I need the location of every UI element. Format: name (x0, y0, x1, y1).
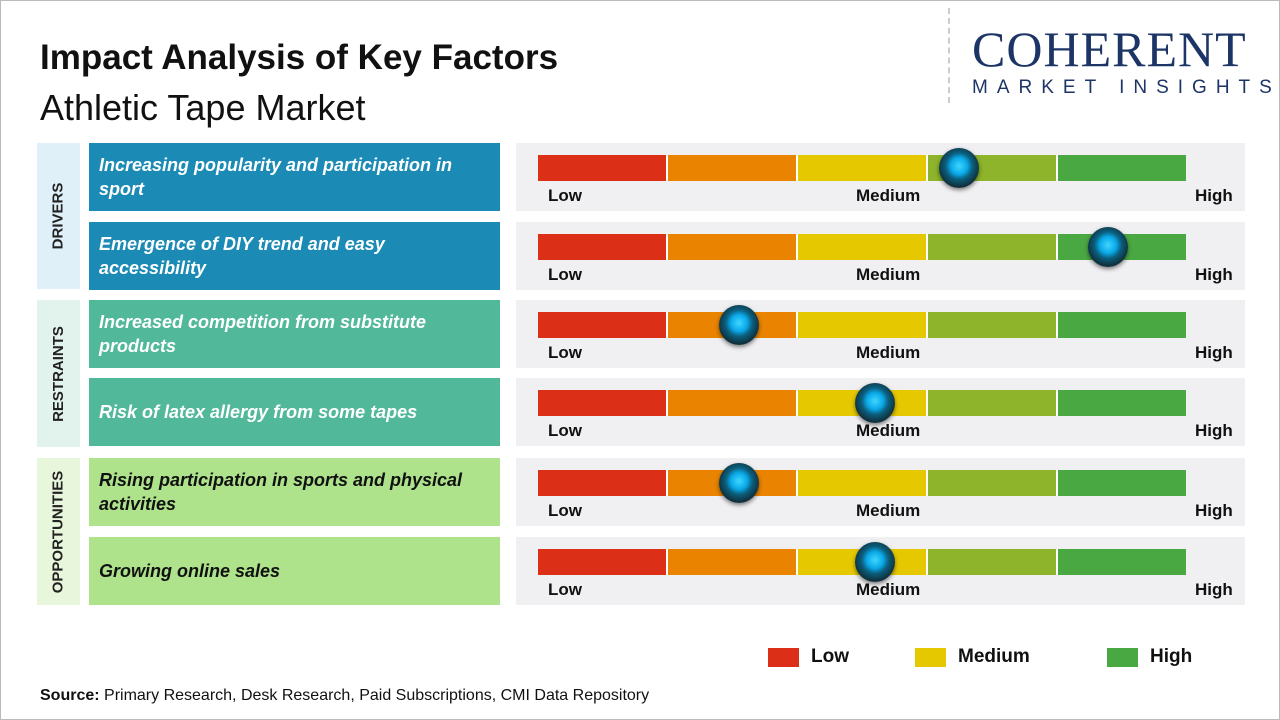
bar-segment (798, 470, 928, 496)
bar-segment (538, 470, 668, 496)
legend-label: Medium (958, 646, 1030, 667)
scale-high: High (1195, 343, 1233, 362)
category-opportunities: OPPORTUNITIES (37, 458, 80, 605)
category-label: RESTRAINTS (49, 325, 67, 422)
scale-medium: Medium (856, 501, 921, 520)
scale-high: High (1195, 501, 1233, 520)
bar-segment (798, 312, 928, 338)
bar-segment (928, 234, 1058, 260)
impact-gauge: Low Medium High (516, 458, 1245, 526)
category-label: OPPORTUNITIES (49, 470, 67, 593)
factor-label: Risk of latex allergy from some tapes (89, 378, 500, 446)
impact-marker (854, 383, 895, 423)
impact-gauge: Low Medium High (516, 222, 1245, 290)
impact-gauge: Low Medium High (516, 300, 1245, 368)
bar-segment (668, 234, 798, 260)
bar-segment (928, 549, 1058, 575)
bar-segment (1058, 549, 1186, 575)
impact-bar (538, 470, 1186, 496)
category-label: DRIVERS (49, 182, 67, 250)
legend-label: High (1150, 646, 1193, 667)
source-label: Source: (40, 687, 100, 704)
legend-swatch-high (1107, 647, 1138, 667)
category-restraints: RESTRAINTS (37, 300, 80, 447)
legend-label: Low (811, 646, 849, 667)
scale-medium: Medium (856, 580, 921, 599)
legend-medium: Medium (915, 646, 1030, 668)
legend-low: Low (768, 646, 849, 668)
bar-segment (538, 549, 668, 575)
factor-label: Increased competition from substitute pr… (89, 300, 500, 368)
bar-segment (668, 155, 798, 181)
bar-segment (668, 390, 798, 416)
scale-low: Low (548, 580, 582, 599)
scale-low: Low (548, 501, 582, 520)
bar-segment (928, 470, 1058, 496)
impact-bar (538, 312, 1186, 338)
bar-segment (1058, 390, 1186, 416)
impact-bar (538, 390, 1186, 416)
factor-label: Growing online sales (89, 537, 500, 605)
scale-medium: Medium (856, 265, 921, 284)
bar-segment (538, 234, 668, 260)
legend-swatch-low (768, 647, 799, 667)
impact-gauge: Low Medium High (516, 143, 1245, 211)
bar-segment (668, 549, 798, 575)
impact-marker (854, 542, 895, 582)
scale-low: Low (548, 265, 582, 284)
company-logo: COHERENT MARKET INSIGHTS (948, 8, 1272, 103)
factor-label: Rising participation in sports and physi… (89, 458, 500, 526)
impact-bar (538, 549, 1186, 575)
bar-segment (798, 234, 928, 260)
page-subtitle: Athletic Tape Market (40, 87, 366, 128)
impact-marker (1088, 227, 1129, 267)
logo-main: COHERENT (972, 21, 1247, 77)
source-text: Primary Research, Desk Research, Paid Su… (99, 687, 650, 704)
bar-segment (538, 155, 668, 181)
bar-segment (538, 390, 668, 416)
scale-low: Low (548, 343, 582, 362)
bar-segment (1058, 470, 1186, 496)
impact-gauge: Low Medium High (516, 537, 1245, 605)
logo-sub: MARKET INSIGHTS (972, 77, 1280, 98)
bar-segment (1058, 155, 1186, 181)
factor-label: Increasing popularity and participation … (89, 143, 500, 211)
scale-low: Low (548, 186, 582, 205)
scale-medium: Medium (856, 343, 921, 362)
impact-marker (718, 305, 759, 345)
scale-high: High (1195, 421, 1233, 440)
legend-high: High (1107, 646, 1192, 668)
category-drivers: DRIVERS (37, 143, 80, 289)
factor-label: Emergence of DIY trend and easy accessib… (89, 222, 500, 290)
impact-marker (939, 148, 980, 188)
scale-medium: Medium (856, 421, 921, 440)
scale-low: Low (548, 421, 582, 440)
impact-bar (538, 234, 1186, 260)
page-title: Impact Analysis of Key Factors (40, 38, 559, 77)
impact-bar (538, 155, 1186, 181)
impact-gauge: Low Medium High (516, 378, 1245, 446)
impact-marker (718, 463, 759, 503)
bar-segment (928, 312, 1058, 338)
scale-medium: Medium (856, 186, 921, 205)
bar-segment (538, 312, 668, 338)
legend-swatch-medium (915, 647, 946, 667)
scale-high: High (1195, 580, 1233, 599)
scale-high: High (1195, 265, 1233, 284)
scale-high: High (1195, 186, 1233, 205)
bar-segment (798, 155, 928, 181)
bar-segment (928, 390, 1058, 416)
bar-segment (1058, 312, 1186, 338)
source-note: Source: Primary Research, Desk Research,… (40, 686, 649, 706)
